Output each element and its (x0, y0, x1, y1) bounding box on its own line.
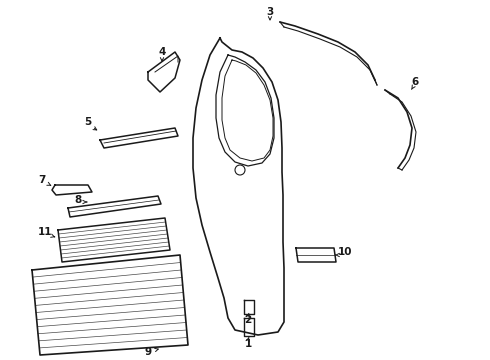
Text: 5: 5 (84, 117, 92, 127)
Text: 11: 11 (38, 227, 52, 237)
Text: 6: 6 (412, 77, 418, 87)
Text: 3: 3 (267, 7, 273, 17)
Text: 4: 4 (158, 47, 166, 57)
Text: 9: 9 (145, 347, 151, 357)
Text: 7: 7 (38, 175, 46, 185)
Text: 2: 2 (245, 315, 252, 325)
Text: 1: 1 (245, 339, 252, 349)
Text: 10: 10 (338, 247, 352, 257)
Text: 8: 8 (74, 195, 82, 205)
